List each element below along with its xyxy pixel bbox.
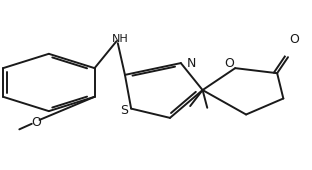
Text: O: O [224, 57, 234, 70]
Text: O: O [32, 116, 41, 129]
Text: O: O [289, 33, 299, 46]
Text: NH: NH [112, 35, 129, 45]
Text: S: S [120, 104, 128, 117]
Text: N: N [187, 57, 197, 70]
